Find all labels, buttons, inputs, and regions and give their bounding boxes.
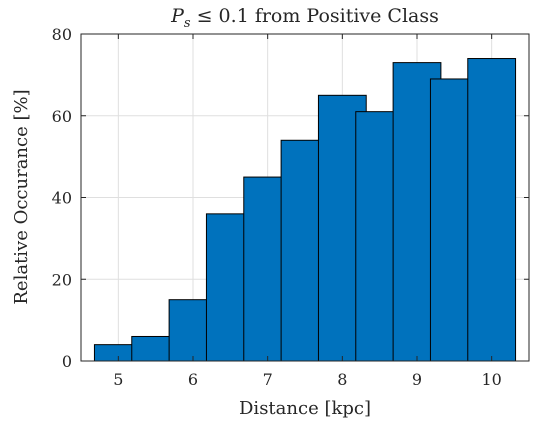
title-text: ≤ 0.1 from Positive Class	[191, 5, 439, 27]
chart-title: Ps ≤ 0.1 from Positive Class	[170, 5, 439, 31]
y-tick-label: 20	[52, 270, 72, 289]
axis-ticks: 5 6 7 8 9 10 0 20 40 60 80	[52, 25, 529, 389]
bar-series	[93, 58, 517, 362]
title-variable: P	[170, 5, 185, 27]
x-tick-label: 10	[481, 370, 501, 389]
y-tick-label: 40	[52, 189, 72, 208]
title-subscript: s	[184, 16, 191, 31]
y-tick-label: 0	[62, 352, 72, 371]
x-tick-label: 7	[263, 370, 273, 389]
x-tick-label: 9	[412, 370, 422, 389]
y-tick-label: 60	[52, 107, 72, 126]
x-axis-label: Distance [kpc]	[239, 398, 371, 419]
x-tick-label: 5	[113, 370, 123, 389]
y-tick-label: 80	[52, 25, 72, 44]
x-tick-label: 6	[188, 370, 198, 389]
y-axis-label: Relative Occurance [%]	[11, 89, 32, 304]
bar-10	[467, 58, 517, 362]
x-tick-label: 8	[337, 370, 347, 389]
